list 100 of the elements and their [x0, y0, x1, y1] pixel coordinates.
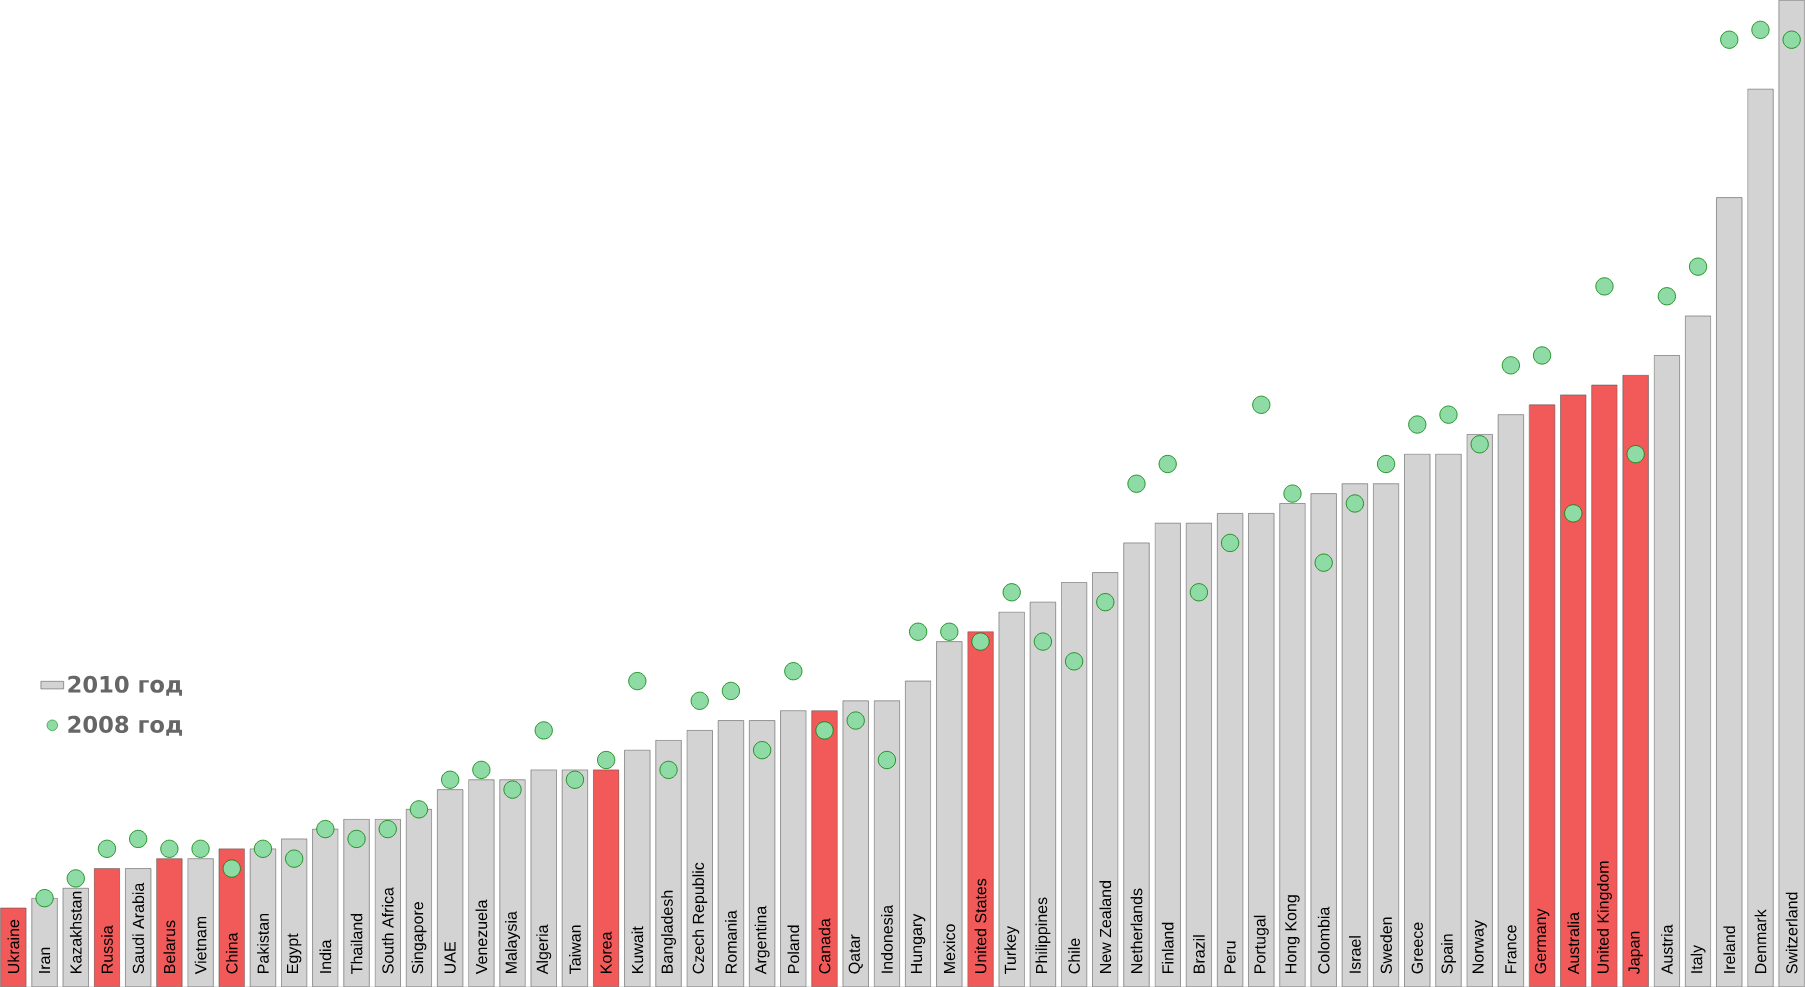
bar — [936, 641, 963, 987]
point — [597, 750, 616, 769]
point — [846, 711, 865, 730]
x-tick-label: Sweden — [1380, 917, 1392, 974]
point — [721, 681, 740, 700]
x-tick-label: Philippines — [1035, 897, 1051, 973]
point — [971, 632, 990, 651]
point — [503, 780, 522, 799]
point — [940, 622, 959, 641]
x-tick-label: Hong Kong — [1285, 895, 1300, 973]
point — [1127, 474, 1146, 493]
bar — [1123, 542, 1150, 987]
point — [347, 829, 366, 848]
point — [1501, 356, 1520, 375]
point — [1408, 415, 1427, 434]
point — [222, 859, 241, 878]
bar — [1747, 88, 1774, 987]
x-tick-label: New Zealand — [1099, 880, 1112, 973]
legend-label: 2010 год — [68, 675, 182, 696]
point — [1657, 287, 1676, 306]
point — [534, 721, 553, 740]
point — [659, 760, 678, 779]
x-tick-label: Denmark — [1754, 909, 1767, 973]
bar — [1373, 483, 1400, 987]
x-tick-label: Chile — [1068, 938, 1080, 974]
x-tick-label: Canada — [818, 918, 831, 974]
x-tick-label: Venezuela — [475, 899, 488, 975]
point — [909, 622, 928, 641]
point — [877, 750, 896, 769]
point — [1564, 504, 1583, 523]
bar — [1061, 582, 1088, 987]
point — [690, 691, 709, 710]
x-tick-label: Vietnam — [194, 916, 207, 975]
x-tick-label: Iran — [39, 947, 51, 973]
x-tick-label: Taiwan — [569, 925, 581, 974]
point — [97, 839, 117, 858]
point — [253, 839, 273, 858]
bar — [1622, 374, 1649, 987]
point — [472, 760, 491, 779]
point — [1470, 435, 1489, 454]
point — [66, 869, 85, 888]
point — [1189, 583, 1208, 602]
x-tick-label: Ukraine — [7, 919, 20, 973]
point — [1033, 632, 1052, 651]
x-tick-label: France — [1505, 925, 1517, 973]
x-tick-label: Brazil — [1193, 935, 1205, 973]
x-tick-label: Germany — [1534, 908, 1550, 974]
point — [565, 770, 584, 789]
point — [1595, 277, 1614, 296]
bar — [468, 779, 495, 987]
x-tick-label: Czech Republic — [692, 862, 708, 974]
bar — [1716, 197, 1743, 987]
x-tick-label: Switzerland — [1785, 892, 1798, 974]
x-tick-label: Saudi Arabia — [132, 882, 145, 974]
x-tick-label: Mexico — [943, 924, 956, 973]
x-tick-label: Peru — [1224, 941, 1236, 973]
point — [628, 671, 647, 691]
x-tick-label: Belarus — [163, 920, 176, 973]
x-tick-label: Korea — [600, 931, 612, 973]
point — [1751, 20, 1770, 39]
x-tick-label: Netherlands — [1130, 888, 1143, 973]
bar — [499, 779, 526, 987]
point — [1345, 494, 1364, 513]
point — [441, 770, 460, 789]
point — [129, 829, 148, 848]
point — [378, 819, 397, 839]
x-tick-label: Australia — [1567, 911, 1580, 975]
x-tick-label: Kazakhstan — [69, 891, 82, 973]
bar — [1466, 434, 1493, 987]
point — [1439, 405, 1458, 424]
x-tick-label: Algeria — [536, 924, 552, 975]
point — [1252, 395, 1271, 414]
x-tick-label: Poland — [787, 925, 800, 973]
bar — [312, 828, 339, 987]
bar — [593, 769, 620, 987]
point — [1002, 583, 1021, 602]
x-tick-label: Ireland — [1723, 926, 1736, 973]
x-tick-label: Thailand — [350, 913, 363, 974]
x-tick-label: Finland — [1161, 922, 1174, 973]
bar — [1092, 572, 1119, 987]
x-tick-label: Kuwait — [631, 926, 644, 973]
point — [753, 740, 772, 760]
x-tick-label: Italy — [1690, 944, 1706, 973]
point — [409, 800, 429, 819]
x-tick-label: Argentina — [754, 905, 770, 975]
x-tick-label: Colombia — [1317, 906, 1330, 974]
point — [1689, 257, 1708, 276]
x-tick-label: Portugal — [1253, 915, 1269, 973]
x-tick-label: Malaysia — [505, 911, 520, 973]
x-tick-label: Indonesia — [881, 904, 893, 973]
x-tick-label: Norway — [1472, 919, 1487, 973]
x-tick-label: Israel — [1349, 936, 1361, 973]
point — [1314, 553, 1333, 572]
x-tick-label: Spain — [1441, 934, 1456, 974]
bar — [1653, 355, 1680, 987]
x-tick-label: India — [319, 939, 332, 973]
bar — [686, 730, 713, 987]
bar — [374, 818, 401, 987]
x-tick-label: Japan — [1628, 931, 1643, 974]
x-tick-label: Singapore — [411, 901, 427, 974]
